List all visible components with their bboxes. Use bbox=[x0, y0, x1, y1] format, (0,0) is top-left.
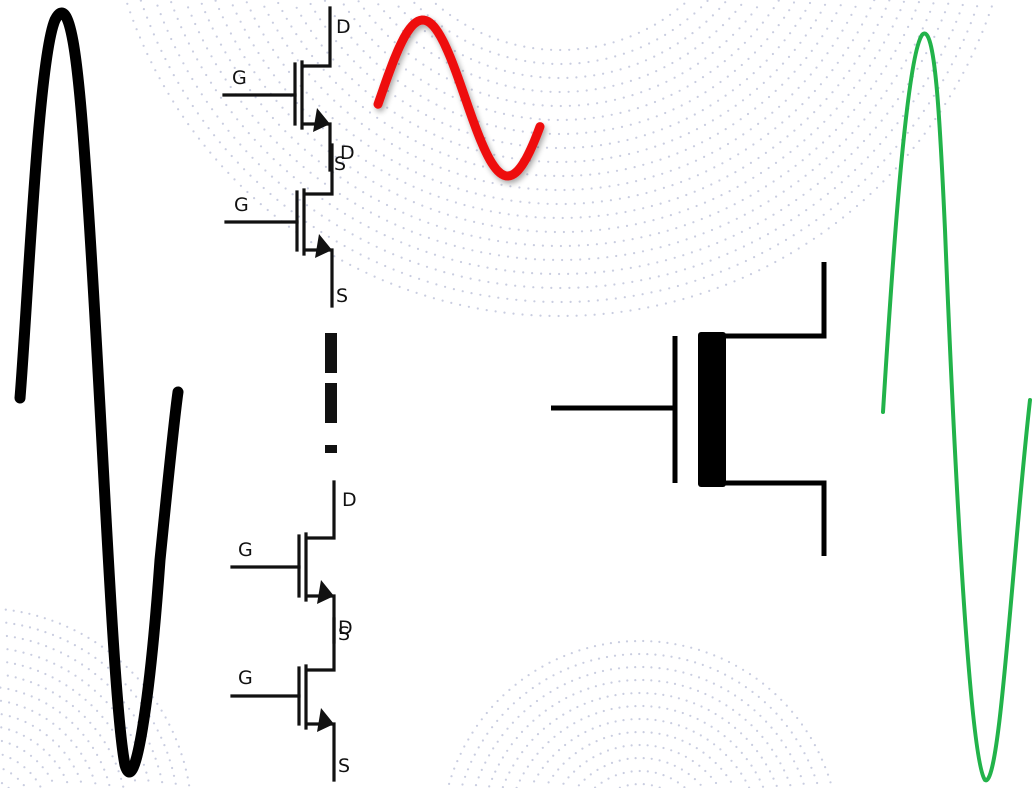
mosfet-transistor-icon: D G S bbox=[224, 142, 355, 308]
source-label: S bbox=[334, 153, 346, 175]
drain-label: D bbox=[336, 16, 351, 38]
green-sine-wave-icon bbox=[881, 31, 1032, 783]
mosfet-stack: D G S D G S bbox=[222, 6, 357, 782]
vertical-ellipsis-icon bbox=[325, 333, 337, 453]
source-label: S bbox=[338, 755, 350, 777]
mosfet-transistor-icon: D G S bbox=[230, 617, 353, 782]
dotted-background-pattern bbox=[0, 0, 993, 788]
drain-label: D bbox=[338, 617, 353, 639]
gate-label: G bbox=[232, 67, 247, 89]
black-sine-wave-icon bbox=[14, 7, 184, 778]
mosfet-transistor-icon: D G S bbox=[222, 6, 351, 175]
red-sine-wave-icon bbox=[373, 15, 545, 181]
large-mosfet-symbol-icon bbox=[551, 262, 827, 556]
gate-label: G bbox=[238, 539, 253, 561]
drain-label: D bbox=[342, 489, 357, 511]
drain-label: D bbox=[340, 142, 355, 164]
source-label: S bbox=[336, 285, 348, 307]
gate-label: G bbox=[238, 667, 253, 689]
source-label: S bbox=[338, 623, 350, 645]
gate-label: G bbox=[234, 194, 249, 216]
